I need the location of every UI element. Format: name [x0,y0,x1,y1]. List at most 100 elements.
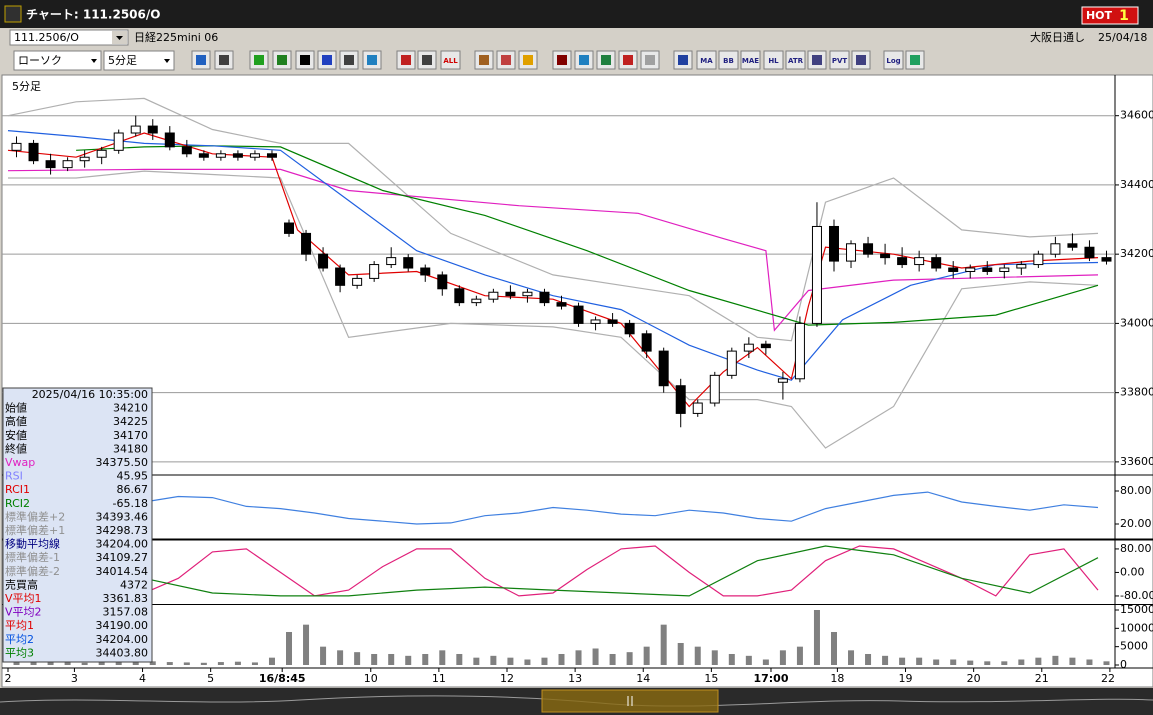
info-value: 34180 [113,442,148,455]
volume-bar [166,662,173,665]
volume-bar [405,655,412,665]
candle-body [505,291,516,297]
candle-body [846,243,857,262]
toolbar-button[interactable] [829,50,850,70]
volume-bar [388,653,395,665]
button-label: ATR [788,57,804,65]
scroll-thumb[interactable] [541,689,719,713]
toolbar-button[interactable] [763,50,784,70]
interval-dropdown[interactable] [103,50,175,71]
toolbar-row [0,28,1153,47]
x-tick-label: 21 [1035,672,1049,685]
candle-body [556,302,567,307]
toolbar-button[interactable] [718,50,739,70]
candle-body [79,156,90,162]
info-label: 平均2 [5,633,34,646]
toolbar-button[interactable] [696,50,717,70]
candle-body [522,291,533,297]
candle-body [914,257,925,266]
volume-bar [541,657,548,665]
volume-bar [779,650,786,665]
volume-bar [830,631,837,665]
info-panel: 2025/04/16 10:35:00 始値 34210 高値 34225 安値 3417… [2,387,153,663]
info-label: 標準偏差-1 [5,550,60,564]
y-tick-label: 80.00 [1120,542,1152,555]
symbol-dropdown[interactable] [9,29,129,46]
y-tick-label: 33800 [1120,386,1153,399]
volume-bar [371,653,378,665]
volume-bar [200,662,207,665]
x-tick-label: 3 [71,672,78,685]
indicator-line [7,545,1099,597]
indicator-line [7,491,1099,525]
arrow-icon [164,59,170,63]
candle-body [352,277,363,286]
candle-body [437,274,448,290]
volume-bar [745,655,752,665]
session-label: 大阪日通し [1030,30,1085,44]
button-glyph [196,55,206,65]
button-label: Log [886,57,900,65]
volume-bar [320,646,327,665]
volume-bar [64,662,71,665]
y-tick-label: 10000 [1120,621,1153,634]
candle-body [96,149,107,158]
candle-body [147,125,158,134]
volume-bar [643,646,650,665]
x-tick-label: 4 [139,672,146,685]
style-dropdown[interactable] [13,50,102,71]
window-title: チャート: 111.2506/O [26,8,160,22]
candle-body [232,153,243,158]
candle-body [266,153,277,158]
style-text: ローソク [18,54,62,67]
info-label: RSI [5,470,23,483]
volume-bar [1052,655,1059,665]
y-tick-label: 0.00 [1120,565,1145,578]
toolbar-button[interactable] [883,50,904,70]
candle-body [607,319,618,324]
toolbar-icons: ALL MA BB MAE HL ATR PVT Log [191,50,925,70]
x-tick-label: 22 [1101,672,1115,685]
candle-body [130,125,141,134]
candle-body [249,153,260,158]
volume-bar [473,657,480,665]
y-tick-label: 20.00 [1120,517,1152,530]
toolbar-button[interactable] [440,50,461,70]
candle-body [965,267,976,272]
candle-body [1067,243,1078,248]
button-glyph [277,55,287,65]
candle-body [948,267,959,272]
hot-label: HOT [1086,9,1113,22]
volume-bar [422,653,429,665]
y-tick-label: 34400 [1120,178,1153,191]
x-tick-label: 10 [364,672,378,685]
candle-body [760,343,771,349]
candle-body [28,142,39,162]
toolbar-button[interactable] [740,50,761,70]
info-value: 34014.54 [96,565,149,578]
button-glyph [557,55,567,65]
y-tick-label: -80.00 [1120,589,1153,602]
button-glyph [401,55,411,65]
button-glyph [322,55,332,65]
info-label: V平均2 [5,606,42,619]
info-value: 34204.00 [96,538,149,551]
info-label: 平均3 [5,646,34,659]
button-glyph [910,55,920,65]
hot-badge[interactable] [1081,6,1139,25]
candle-body [420,267,431,276]
volume-bar [967,660,974,665]
button-glyph [300,55,310,65]
volume-bar [933,659,940,665]
y-tick-label: 80.00 [1120,484,1152,497]
candle-body [1050,243,1061,255]
toolbar-button[interactable] [785,50,806,70]
info-label: 始値 [5,401,27,415]
candle-body [284,222,295,234]
button-glyph [254,55,264,65]
button-glyph [501,55,511,65]
x-tick-label: 20 [967,672,981,685]
info-timestamp: 2025/04/16 10:35:00 [32,388,148,401]
volume-bar [592,648,599,665]
